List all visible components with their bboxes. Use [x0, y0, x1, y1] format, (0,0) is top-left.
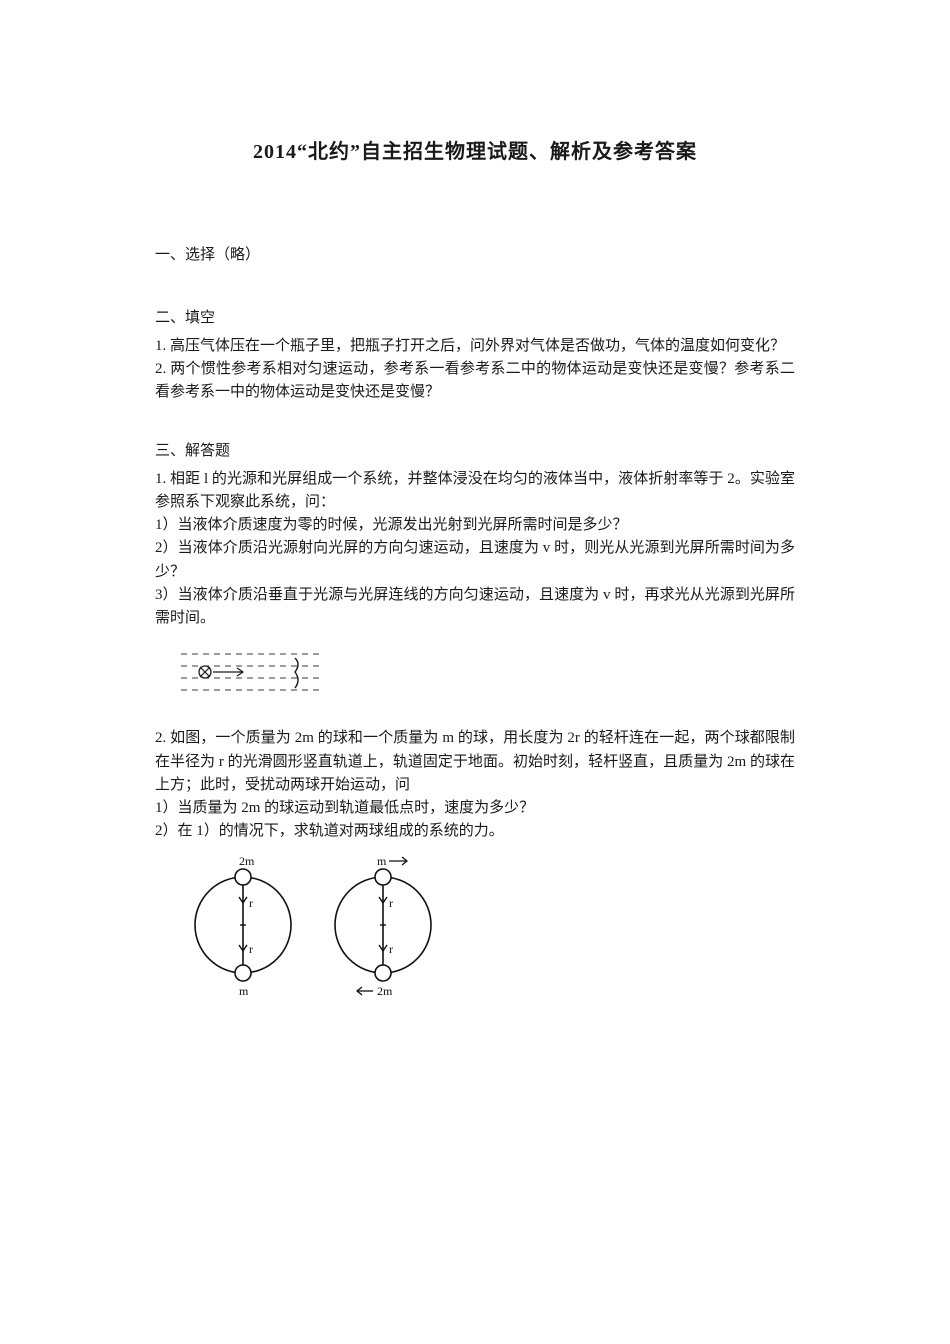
- figure-2-svg: 2m m r r m: [183, 850, 483, 1000]
- label-r: r: [249, 896, 253, 910]
- section-2-q1: 1. 高压气体压在一个瓶子里，把瓶子打开之后，问外界对气体是否做功，气体的温度如…: [155, 335, 795, 358]
- spacer: [155, 271, 795, 289]
- content-column: 2014“北约”自主招生物理试题、解析及参考答案 一、选择（略） 二、填空 1.…: [155, 135, 795, 1005]
- figure-1-svg: [173, 644, 343, 704]
- section-3-q2-sub1: 1）当质量为 2m 的球运动到轨道最低点时，速度为多少？: [155, 797, 795, 820]
- page: 2014“北约”自主招生物理试题、解析及参考答案 一、选择（略） 二、填空 1.…: [0, 0, 950, 1344]
- section-3-q1-sub3: 3）当液体介质沿垂直于光源与光屏连线的方向匀速运动，且速度为 v 时，再求光从光…: [155, 584, 795, 631]
- section-3-q1-sub1: 1）当液体介质速度为零的时候，光源发出光射到光屏所需时间是多少？: [155, 514, 795, 537]
- label-2m: 2m: [239, 854, 255, 868]
- spacer: [155, 709, 795, 727]
- label-r: r: [389, 896, 393, 910]
- spacer: [155, 404, 795, 422]
- section-3-q2-sub2: 2）在 1）的情况下，求轨道对两球组成的系统的力。: [155, 820, 795, 843]
- label-m: m: [239, 984, 249, 998]
- label-r: r: [389, 942, 393, 956]
- section-3-head: 三、解答题: [155, 440, 795, 463]
- figure-2: 2m m r r m: [183, 850, 795, 1005]
- document-title: 2014“北约”自主招生物理试题、解析及参考答案: [155, 135, 795, 164]
- section-3-q1: 1. 相距 l 的光源和光屏组成一个系统，并整体浸没在均匀的液体当中，液体折射率…: [155, 468, 795, 515]
- section-3-q2: 2. 如图，一个质量为 2m 的球和一个质量为 m 的球，用长度为 2r 的轻杆…: [155, 727, 795, 797]
- section-2-q2: 2. 两个惯性参考系相对匀速运动，参考系一看参考系二中的物体运动是变快还是变慢？…: [155, 358, 795, 405]
- figure-1: [173, 644, 795, 709]
- label-m: m: [377, 854, 387, 868]
- label-2m: 2m: [377, 984, 393, 998]
- section-2-head: 二、填空: [155, 307, 795, 330]
- label-r: r: [249, 942, 253, 956]
- section-1-head: 一、选择（略）: [155, 244, 795, 267]
- section-3-q1-sub2: 2）当液体介质沿光源射向光屏的方向匀速运动，且速度为 v 时，则光从光源到光屏所…: [155, 537, 795, 584]
